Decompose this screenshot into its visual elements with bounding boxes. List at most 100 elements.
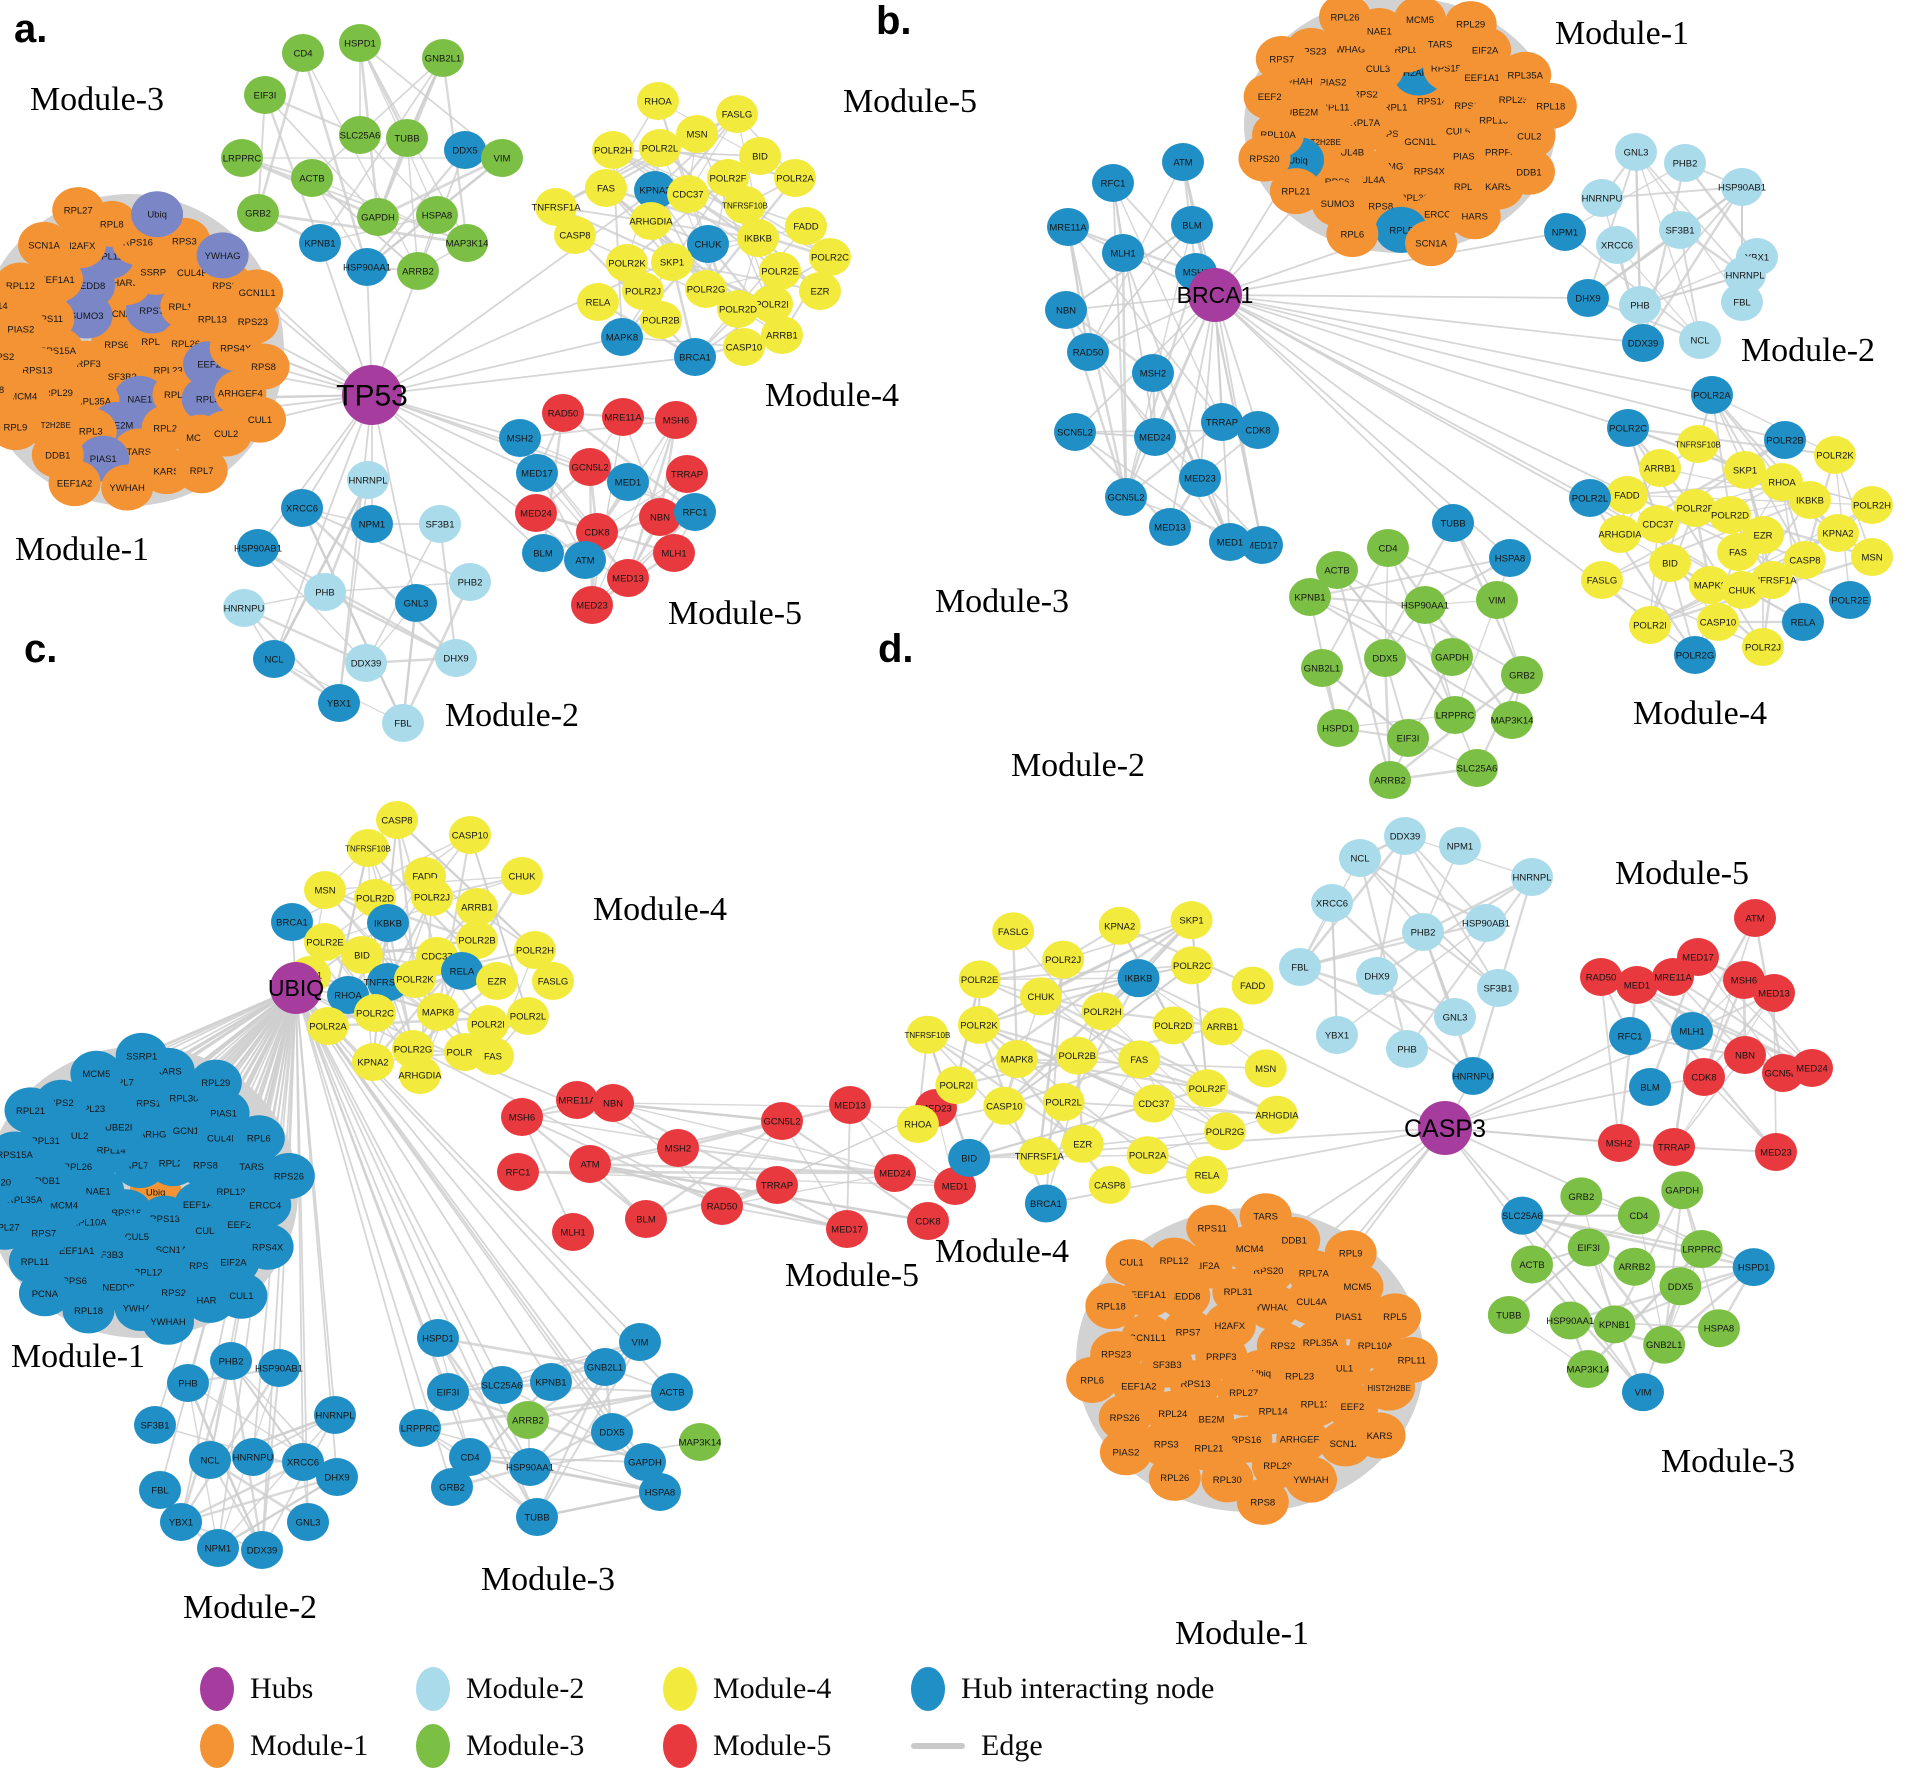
node-SSRP1[interactable]: SSRP1 [115, 1032, 168, 1079]
node-PCNA[interactable]: PCNA [18, 1270, 71, 1317]
node-IKBKB[interactable]: IKBKB [1117, 959, 1160, 998]
node-circle[interactable] [221, 139, 263, 177]
node-TNFRSF10B[interactable]: TNFRSF10B [1675, 425, 1721, 463]
node-circle[interactable] [1132, 1084, 1175, 1123]
node-NBN[interactable]: NBN [1724, 1036, 1766, 1074]
node-EIF3I[interactable]: EIF3I [244, 76, 286, 114]
node-CUL1[interactable]: CUL1 [1105, 1239, 1158, 1286]
node-circle[interactable] [1502, 148, 1555, 195]
node-circle[interactable] [637, 82, 679, 120]
node-circle[interactable] [62, 1287, 115, 1334]
node-MED13[interactable]: MED13 [829, 1086, 871, 1124]
node-CHUK[interactable]: CHUK [1019, 977, 1062, 1016]
node-BLM[interactable]: BLM [1629, 1068, 1671, 1106]
node-HNRNPL[interactable]: HNRNPL [1511, 858, 1553, 896]
node-circle[interactable] [1683, 1058, 1725, 1096]
node-circle[interactable] [1721, 571, 1763, 609]
node-circle[interactable] [829, 1086, 871, 1124]
node-circle[interactable] [542, 394, 584, 432]
node-GAPDH[interactable]: GAPDH [1661, 1171, 1704, 1210]
node-circle[interactable] [1102, 234, 1144, 272]
node-circle[interactable] [1269, 168, 1322, 215]
node-circle[interactable] [957, 1005, 1000, 1044]
node-circle[interactable] [456, 921, 498, 959]
node-IKBKB[interactable]: IKBKB [737, 219, 779, 257]
node-circle[interactable] [232, 1438, 274, 1476]
node-circle[interactable] [1243, 73, 1296, 120]
node-circle[interactable] [241, 1223, 294, 1270]
node-DHX9[interactable]: DHX9 [316, 1458, 358, 1496]
node-circle[interactable] [1148, 1237, 1201, 1284]
hub-node-CASP3[interactable]: CASP3 [1404, 1101, 1486, 1155]
node-circle[interactable] [1677, 425, 1719, 463]
node-TRRAP[interactable]: TRRAP [756, 1166, 798, 1204]
node-CDC37[interactable]: CDC37 [1132, 1084, 1175, 1123]
node-SCN1A[interactable]: SCN1A [1405, 220, 1458, 267]
node-CD4[interactable]: CD4 [1617, 1196, 1660, 1235]
node-POLR2C[interactable]: POLR2C [1607, 409, 1649, 447]
node-MSH6[interactable]: MSH6 [655, 401, 697, 439]
node-circle[interactable] [196, 232, 249, 279]
node-circle[interactable] [382, 704, 424, 742]
node-TUBB[interactable]: TUBB [1487, 1296, 1530, 1335]
node-NBN[interactable]: NBN [1045, 291, 1087, 329]
node-circle[interactable] [1581, 179, 1623, 217]
node-HSPA8[interactable]: HSPA8 [416, 196, 458, 234]
node-circle[interactable] [435, 639, 477, 677]
node-CUL1[interactable]: CUL1 [233, 396, 286, 443]
node-circle[interactable] [761, 316, 803, 354]
node-ARRB1[interactable]: ARRB1 [1639, 449, 1681, 487]
node-circle[interactable] [307, 1007, 349, 1045]
node-circle[interactable] [1186, 1204, 1239, 1251]
node-circle[interactable] [282, 1443, 324, 1481]
node-circle[interactable] [1405, 220, 1458, 267]
node-circle[interactable] [1244, 1049, 1287, 1088]
node-circle[interactable] [1567, 1228, 1610, 1267]
node-CHUK[interactable]: CHUK [1721, 571, 1763, 609]
node-circle[interactable] [1814, 436, 1856, 474]
node-RPL29[interactable]: RPL29 [189, 1059, 242, 1106]
node-DDX5[interactable]: DDX5 [1364, 639, 1406, 677]
node-PHB2[interactable]: PHB2 [1402, 913, 1444, 951]
node-circle[interactable] [1236, 1478, 1289, 1525]
node-GRB2[interactable]: GRB2 [237, 194, 279, 232]
node-POLR2A[interactable]: POLR2A [1126, 1136, 1169, 1175]
node-KPNA2[interactable]: KPNA2 [352, 1043, 394, 1081]
node-KPNB1[interactable]: KPNB1 [299, 224, 341, 262]
node-MED1[interactable]: MED1 [607, 463, 649, 501]
node-RPL26[interactable]: RPL26 [1148, 1454, 1201, 1501]
node-HSPD1[interactable]: HSPD1 [1732, 1248, 1775, 1287]
node-circle[interactable] [134, 1406, 176, 1444]
node-POLR2B[interactable]: POLR2B [1056, 1036, 1099, 1075]
node-circle[interactable] [411, 878, 453, 916]
node-circle[interactable] [467, 1005, 509, 1043]
node-SF3B1[interactable]: SF3B1 [1659, 211, 1701, 249]
node-circle[interactable] [701, 1187, 743, 1225]
node-circle[interactable] [1679, 321, 1721, 359]
node-circle[interactable] [1566, 1350, 1609, 1389]
node-NPM1[interactable]: NPM1 [351, 505, 393, 543]
node-circle[interactable] [160, 1503, 202, 1541]
node-YWHAH[interactable]: YWHAH [1284, 1456, 1337, 1503]
node-circle[interactable] [1691, 376, 1733, 414]
node-circle[interactable] [1186, 1155, 1229, 1194]
node-TARS[interactable]: TARS [1239, 1193, 1292, 1240]
node-circle[interactable] [1593, 1305, 1636, 1344]
node-HSP90AA1[interactable]: HSP90AA1 [1546, 1301, 1594, 1340]
node-RPL7[interactable]: RPL7 [175, 447, 228, 494]
node-HNRNPU[interactable]: HNRNPU [223, 589, 265, 627]
node-circle[interactable] [906, 1015, 949, 1054]
node-circle[interactable] [674, 493, 716, 531]
node-circle[interactable] [1606, 476, 1648, 514]
node-POLR2L[interactable]: POLR2L [1042, 1083, 1085, 1122]
node-circle[interactable] [640, 301, 682, 339]
node-circle[interactable] [1724, 1036, 1766, 1074]
node-circle[interactable] [1629, 606, 1671, 644]
node-circle[interactable] [564, 541, 606, 579]
node-POLR2K[interactable]: POLR2K [394, 960, 436, 998]
node-HNRNPU[interactable]: HNRNPU [1581, 179, 1623, 217]
node-circle[interactable] [399, 1409, 441, 1447]
node-circle[interactable] [1817, 514, 1859, 552]
node-POLR2J[interactable]: POLR2J [1042, 940, 1085, 979]
node-ARRB1[interactable]: ARRB1 [1201, 1007, 1244, 1046]
